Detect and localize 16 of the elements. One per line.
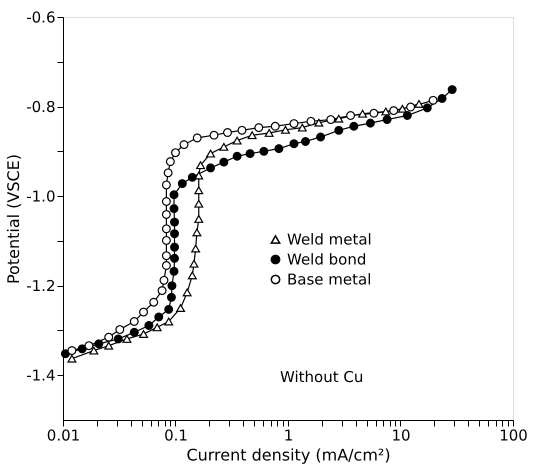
x-tick-label: 10 [391,426,411,444]
legend-label: Weld bond [287,250,366,268]
x-tick-label: 100 [499,426,528,444]
x-tick-label: 0.1 [164,426,188,444]
y-tick-label: -1.2 [26,277,56,296]
legend-label: Weld metal [287,230,372,248]
y-tick-label: -0.8 [26,98,56,116]
x-tick-label: 1 [284,426,294,444]
annotation: Without Cu [280,368,364,386]
y-tick-label: -1.0 [26,188,56,206]
y-tick-label: -1.4 [26,366,56,385]
x-tick-label: 0.01 [46,426,80,444]
y-tick-label: -0.6 [26,8,56,26]
x-axis-title: Current density (mA/cm²) [186,446,391,464]
y-axis-title: Potential (VSCE) [4,154,24,284]
legend-label: Base metal [287,270,372,288]
